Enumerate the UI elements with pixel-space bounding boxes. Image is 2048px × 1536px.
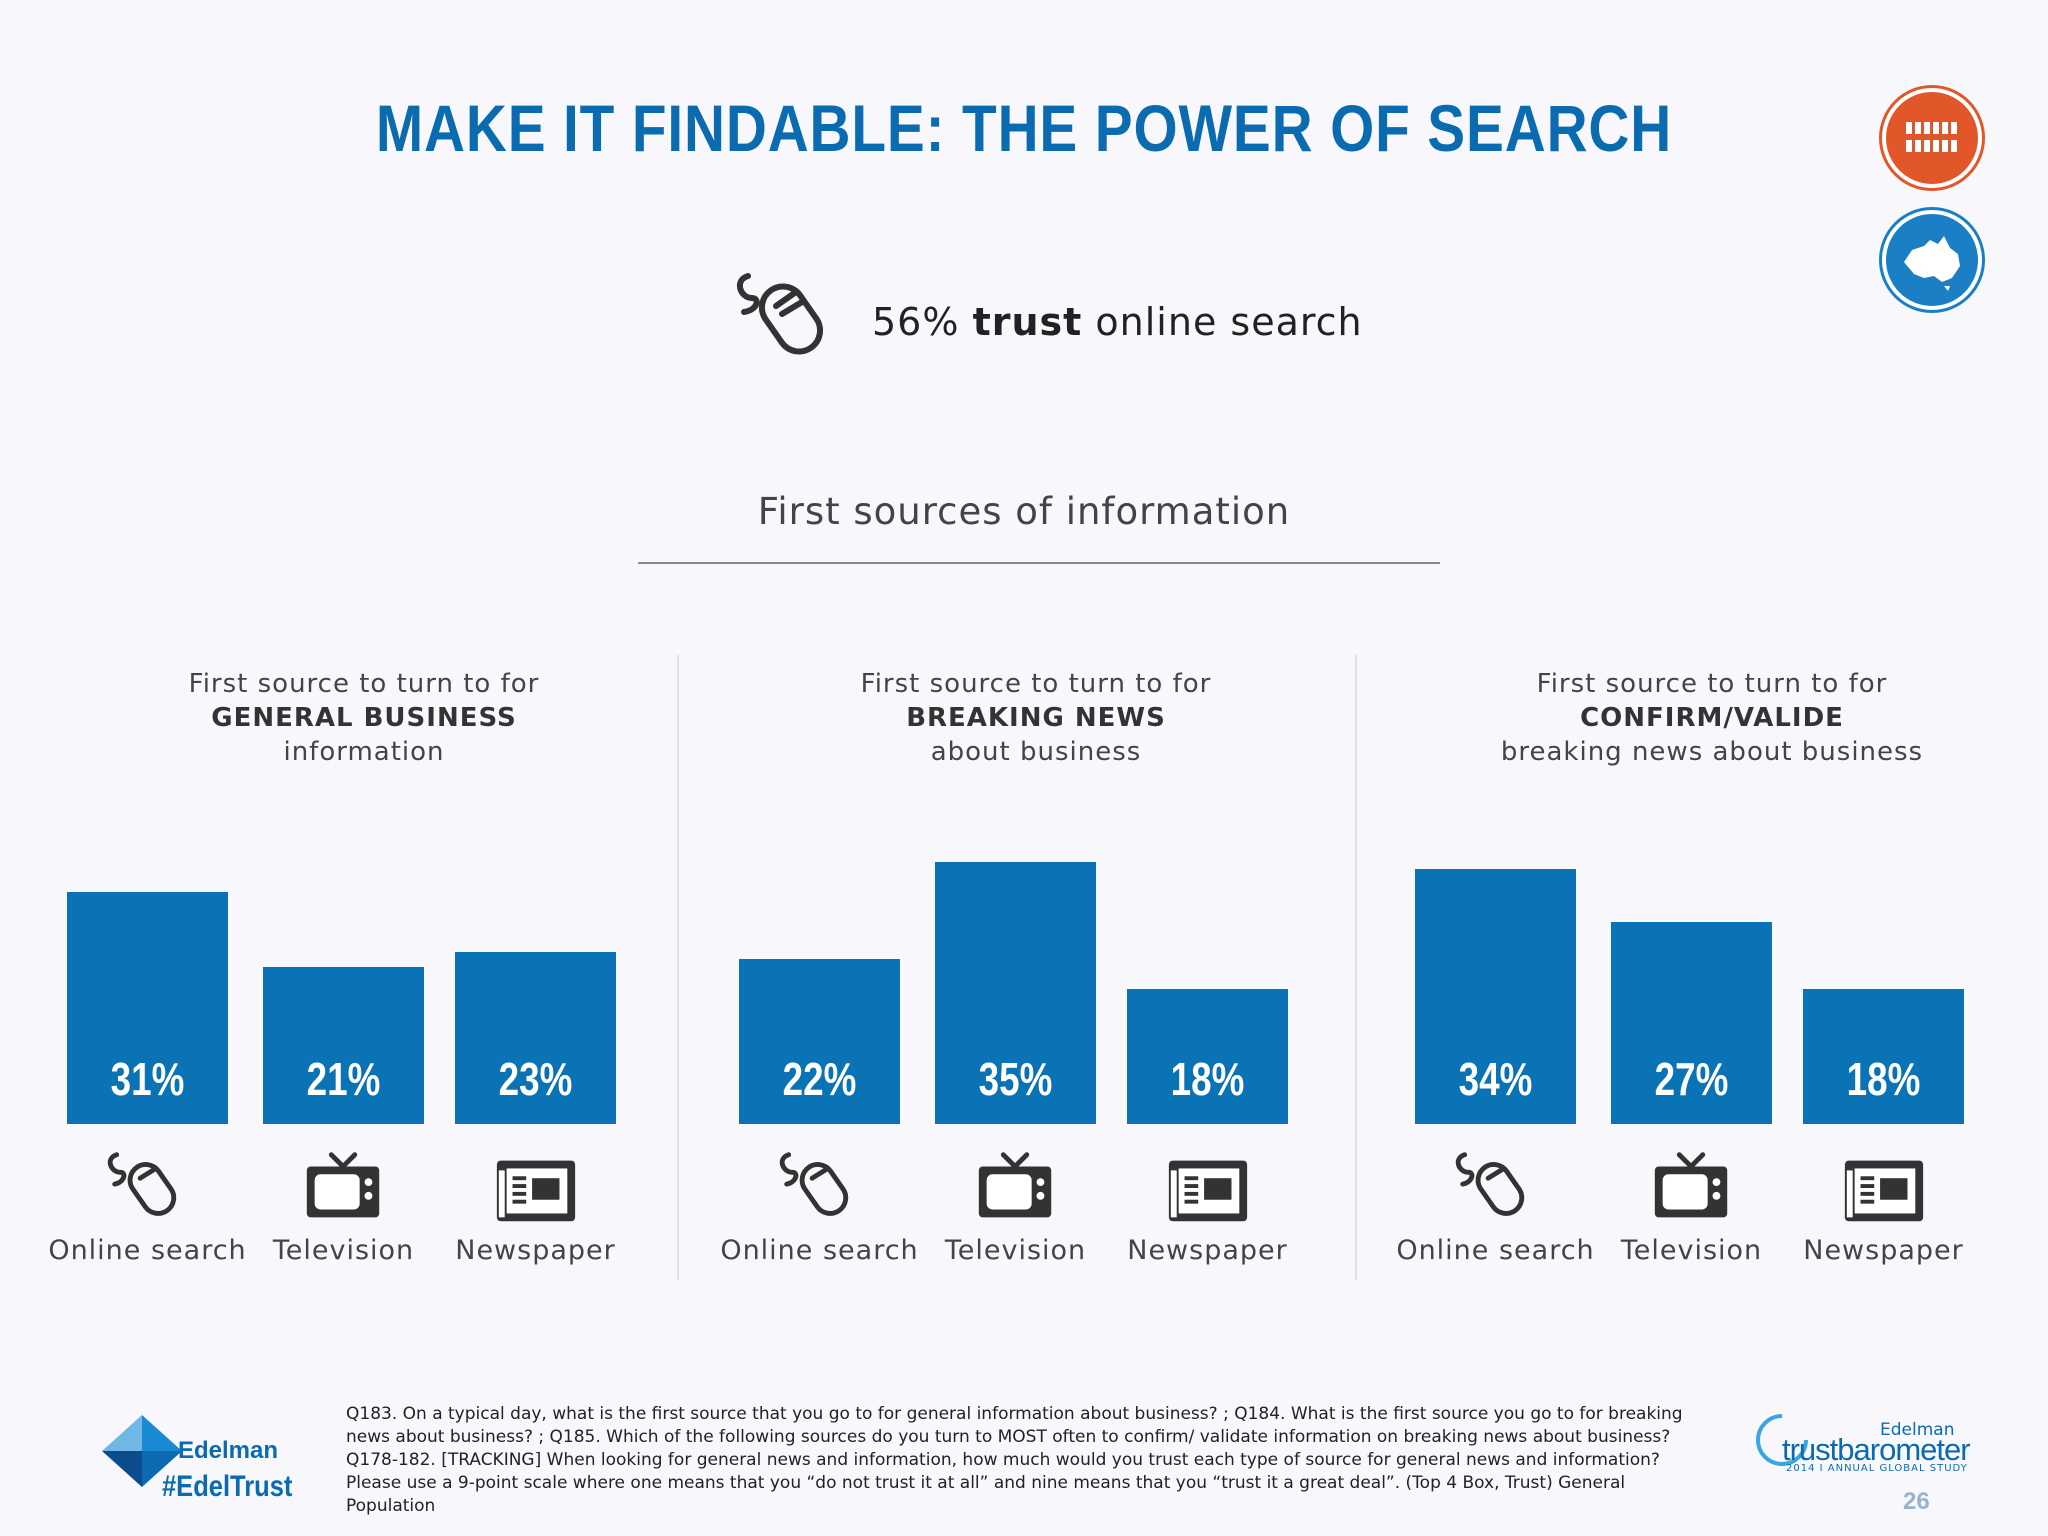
panel-heading-line2: CONFIRM/VALIDE: [1580, 703, 1844, 733]
category-label: Online search: [1396, 1235, 1595, 1266]
bar: [935, 861, 1096, 1124]
television-icon: [978, 1152, 1051, 1218]
mouse-icon: [736, 273, 824, 355]
bar-value-label: 27%: [1654, 1053, 1729, 1105]
headline-value: 56%: [872, 300, 960, 344]
bar-value-label: 35%: [978, 1053, 1053, 1105]
bar: [1803, 989, 1964, 1124]
edelman-hashtag: #EdelTrust: [162, 1470, 293, 1503]
newspaper-icon: [496, 1160, 575, 1222]
category-label: Online search: [720, 1235, 919, 1266]
panel-heading-line3: information: [283, 737, 445, 767]
category-label: Online search: [48, 1235, 247, 1266]
headline: 56% trust online search: [872, 300, 1363, 344]
bar: [1611, 921, 1772, 1124]
bar-value-label: 21%: [306, 1053, 381, 1105]
panel-heading-line3: about business: [930, 737, 1142, 767]
panel-heading-line1: First source to turn to for: [188, 669, 540, 699]
australia-map-graphic: [1904, 236, 1960, 291]
people-icon: [1882, 88, 1982, 188]
edelman-logo: [102, 1415, 182, 1487]
panel-heading-line3: breaking news about business: [1500, 737, 1924, 767]
category-label: Television: [1620, 1235, 1763, 1266]
panel-heading-line1: First source to turn to for: [1536, 669, 1888, 699]
trustbarometer-name: trustbarometer: [1782, 1432, 1971, 1467]
category-label: Television: [944, 1235, 1087, 1266]
bar-value-label: 31%: [110, 1053, 185, 1105]
bar-value-label: 18%: [1170, 1053, 1245, 1105]
category-label: Newspaper: [1127, 1235, 1288, 1266]
panel-heading: First source to turn to for GENERAL BUSIN…: [24, 667, 704, 769]
television-icon: [306, 1152, 379, 1218]
edelman-name: Edelman: [178, 1437, 279, 1464]
headline-strong: trust: [972, 300, 1083, 344]
panel-heading-line1: First source to turn to for: [860, 669, 1212, 699]
panel-heading: First source to turn to for BREAKING NEWS…: [696, 667, 1376, 769]
bar: [1127, 989, 1288, 1124]
page-title: MAKE IT FINDABLE: THE POWER OF SEARCH: [375, 91, 1673, 165]
panel-divider: [677, 655, 679, 1280]
bar-value-label: 22%: [782, 1053, 857, 1105]
bar: [67, 891, 228, 1124]
panel-heading: First source to turn to for CONFIRM/VALID…: [1372, 667, 2048, 769]
panel-heading-line2: GENERAL BUSINESS: [211, 703, 517, 733]
newspaper-icon: [1168, 1160, 1247, 1222]
mouse-icon: [107, 1152, 176, 1216]
bar: [263, 966, 424, 1124]
bar: [1415, 869, 1576, 1124]
newspaper-icon: [1844, 1160, 1923, 1222]
trustbarometer-swirl-icon: [1756, 1414, 1808, 1466]
trustbarometer-study: 2014 I ANNUAL GLOBAL STUDY: [1786, 1463, 1968, 1474]
page-number: 26: [1903, 1488, 1930, 1515]
bar-value-label: 34%: [1458, 1053, 1533, 1105]
section-divider: [638, 562, 1440, 564]
bar: [739, 959, 900, 1124]
category-label: Newspaper: [1803, 1235, 1964, 1266]
bar-value-label: 23%: [498, 1053, 573, 1105]
section-title: First sources of information: [757, 490, 1291, 533]
bar: [455, 951, 616, 1124]
headline-rest: online search: [1095, 300, 1363, 344]
mouse-icon: [779, 1152, 848, 1216]
mouse-icon: [1455, 1152, 1524, 1216]
panel-divider: [1355, 655, 1357, 1280]
category-label: Television: [272, 1235, 415, 1266]
television-icon: [1654, 1152, 1727, 1218]
footnote: Q183. On a typical day, what is the firs…: [346, 1404, 1683, 1516]
trustbarometer-brand: Edelman: [1880, 1420, 1955, 1440]
panel-heading-line2: BREAKING NEWS: [906, 703, 1166, 733]
bar-value-label: 18%: [1846, 1053, 1921, 1105]
category-label: Newspaper: [455, 1235, 616, 1266]
people-icon-graphic: [1906, 122, 1957, 152]
australia-map-icon: [1882, 210, 1982, 310]
